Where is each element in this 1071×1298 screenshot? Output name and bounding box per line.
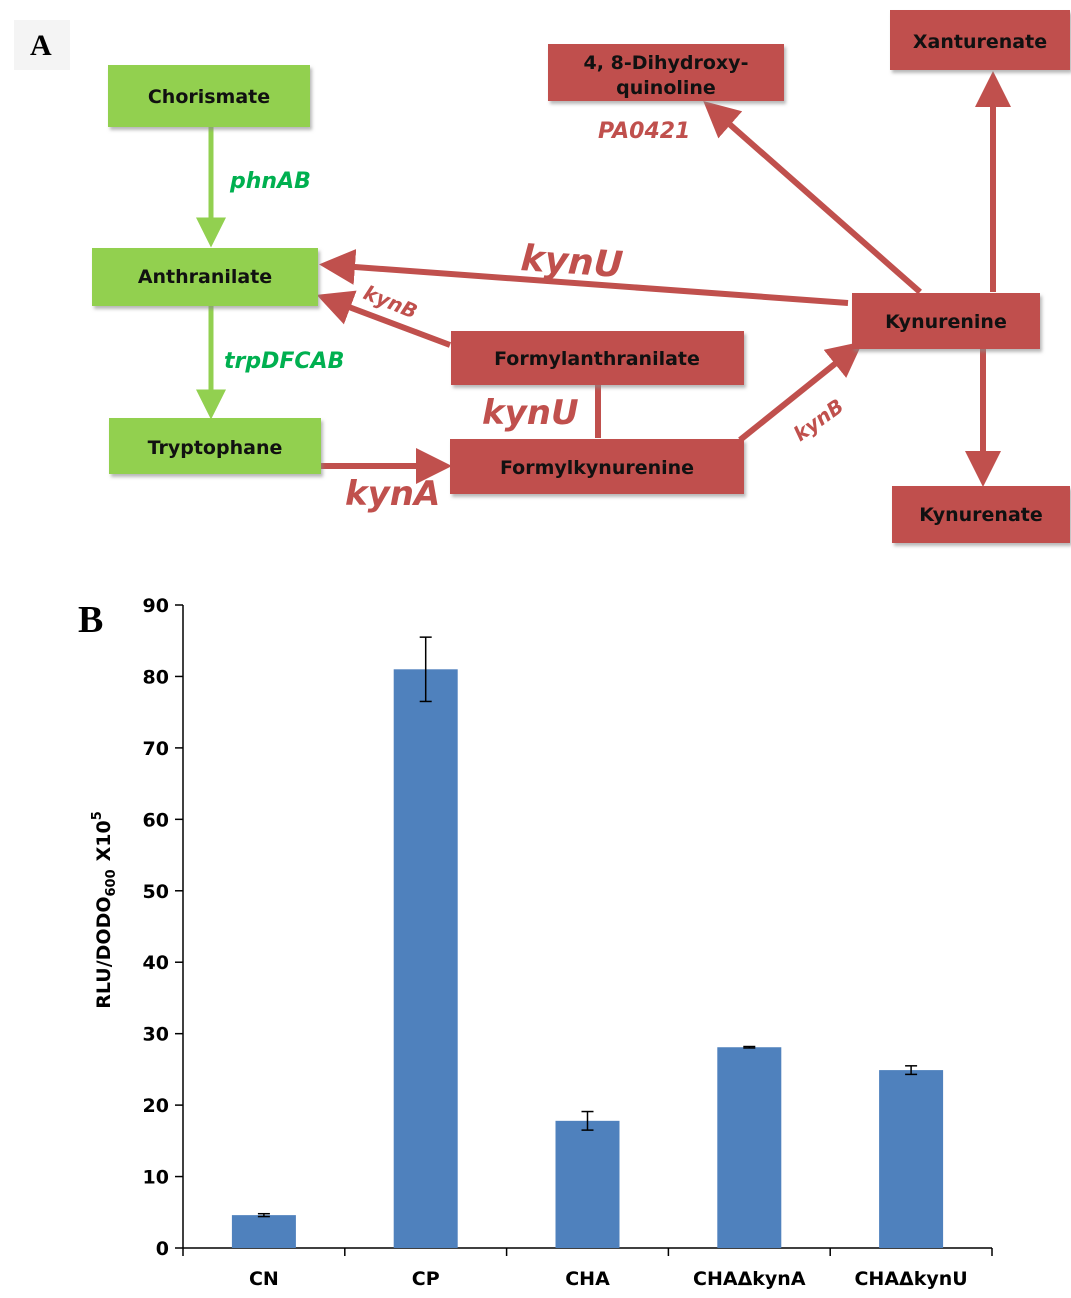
bar <box>393 669 458 1248</box>
x-tick-label: CN <box>249 1268 279 1290</box>
node-anthranilate: Anthranilate <box>92 248 318 306</box>
node-tryptophane-label: Tryptophane <box>148 437 283 459</box>
error-bars <box>257 636 918 1218</box>
y-tick-label: 70 <box>143 738 169 760</box>
y-tick-label: 50 <box>143 881 169 903</box>
node-kynurenate-label: Kynurenate <box>919 504 1043 526</box>
y-tick-label: 30 <box>143 1024 169 1046</box>
bars <box>231 669 944 1248</box>
y-tick-label: 0 <box>156 1238 169 1260</box>
y-axis-label-subscript: 600 <box>104 869 119 896</box>
y-tick-label: 80 <box>143 666 169 688</box>
node-chorismate: Chorismate <box>108 65 310 127</box>
x-axis: CN CP CHA CHAΔkynA CHAΔkynU <box>182 1247 993 1290</box>
node-anthranilate-label: Anthranilate <box>138 266 272 288</box>
node-formylanthranilate: Formylanthranilate <box>451 331 744 385</box>
y-axis-label-main: RLU/DODO <box>93 897 115 1009</box>
enzyme-pa0421-label: PA0421 <box>598 119 690 144</box>
enzyme-kynu-mid-label: kynU <box>482 393 579 433</box>
node-tryptophane: Tryptophane <box>109 418 321 474</box>
node-chorismate-label: Chorismate <box>148 86 270 108</box>
node-kynurenine-label: Kynurenine <box>885 311 1007 333</box>
enzyme-kynb-right-label: kynB <box>789 394 848 446</box>
node-formylanthranilate-label: Formylanthranilate <box>494 348 700 370</box>
red-arrows <box>316 71 1011 487</box>
y-tick-label: 10 <box>143 1167 169 1189</box>
panel-b-letter: B <box>78 599 103 641</box>
y-axis-label-superscript: 5 <box>90 811 105 820</box>
enzyme-kynu-top-label: kynU <box>519 238 624 286</box>
enzyme-trpdfcab-label: trpDFCAB <box>224 349 344 374</box>
node-xanturenate-label: Xanturenate <box>913 31 1047 53</box>
y-axis-label: RLU/DODO600 X105 <box>90 811 119 1009</box>
panel-a-letter: A <box>30 29 52 62</box>
node-xanturenate: Xanturenate <box>890 10 1070 70</box>
bar <box>555 1120 620 1248</box>
panel-a-letter-bg <box>14 20 70 70</box>
y-tick-label: 90 <box>143 595 169 617</box>
bar <box>879 1070 944 1248</box>
y-axis-label-factor: X10 <box>93 820 115 861</box>
enzyme-phnab-label: phnAB <box>229 169 311 194</box>
y-tick-label: 20 <box>143 1095 169 1117</box>
bar <box>717 1047 782 1248</box>
x-tick-label: CHA <box>565 1268 610 1290</box>
y-tick-label: 40 <box>143 952 169 974</box>
node-kynurenate: Kynurenate <box>892 486 1070 543</box>
node-dihydroxyquinoline: 4, 8-Dihydroxy- quinoline <box>548 44 784 101</box>
bar <box>231 1215 296 1248</box>
enzyme-kyna-label: kynA <box>345 474 440 514</box>
y-tick-label: 60 <box>143 809 169 831</box>
node-formylkynurenine: Formylkynurenine <box>450 439 744 494</box>
node-dihydroxyquinoline-line2: quinoline <box>616 77 716 99</box>
y-axis: 0 10 20 30 40 50 60 70 80 90 <box>143 595 184 1260</box>
x-tick-label: CHAΔkynU <box>854 1268 967 1290</box>
x-tick-label: CP <box>412 1268 440 1290</box>
node-formylkynurenine-label: Formylkynurenine <box>500 457 694 479</box>
pathway-diagram: A Chorismate Anthranilate Tryptophane 4,… <box>14 10 1070 543</box>
x-tick-label: CHAΔkynA <box>693 1268 806 1290</box>
node-kynurenine: Kynurenine <box>852 293 1040 349</box>
bar-chart: B 0 10 20 30 40 50 60 70 80 90 CN CP CHA CHAΔkynA CHA… <box>78 595 993 1290</box>
node-dihydroxyquinoline-line1: 4, 8-Dihydroxy- <box>584 52 749 74</box>
